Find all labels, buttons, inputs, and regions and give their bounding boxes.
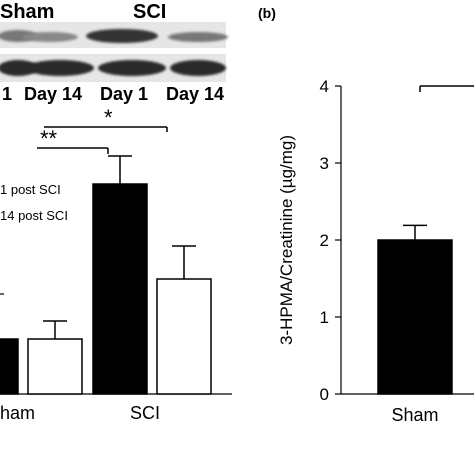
blot-band bbox=[0, 60, 38, 76]
blot-band bbox=[86, 29, 158, 43]
y-tick-label: 4 bbox=[320, 77, 329, 96]
significance-brackets: ** * bbox=[37, 105, 168, 154]
y-tick-label: 0 bbox=[320, 385, 329, 404]
blot-band bbox=[22, 32, 78, 42]
blot-group-label-sci: SCI bbox=[133, 1, 166, 23]
chart-b-bars bbox=[377, 224, 453, 395]
chart-b: (b) 3-HPMA/Creatinine (µg/mg) 0 1 2 3 4 Sham bbox=[258, 5, 474, 425]
significance-marker: * bbox=[104, 105, 113, 130]
bar-sham bbox=[377, 239, 453, 395]
blot-band bbox=[98, 60, 166, 76]
blot-lane-label: Day 14 bbox=[24, 84, 82, 104]
bar-sham-day1 bbox=[0, 338, 19, 395]
blot-group-label-sham: Sham bbox=[0, 1, 54, 23]
y-tick-label: 1 bbox=[320, 308, 329, 327]
blot-lane-label: Day 14 bbox=[166, 84, 224, 104]
blot-bands-bottom bbox=[0, 60, 226, 76]
bar-sci-day1 bbox=[92, 183, 148, 395]
y-axis-title: 3-HPMA/Creatinine (µg/mg) bbox=[277, 135, 296, 345]
x-tick-label-sham: Sham bbox=[391, 405, 438, 425]
blot-lane-label: 1 bbox=[2, 84, 12, 104]
blot-band bbox=[168, 32, 228, 42]
legend-entry-day14: 14 post SCI bbox=[0, 208, 68, 223]
blot-lane-label: Day 1 bbox=[100, 84, 148, 104]
significance-bracket-b bbox=[419, 85, 474, 92]
panel-label-b: (b) bbox=[258, 5, 276, 21]
chart-a-legend: 1 post SCI 14 post SCI bbox=[0, 182, 68, 223]
chart-a-bars bbox=[0, 155, 212, 395]
bar-sham-day14 bbox=[27, 338, 83, 395]
blot-bands-top bbox=[0, 29, 228, 43]
significance-marker: ** bbox=[40, 126, 58, 151]
western-blot: Sham SCI 1 Day 14 Day 1 Day 14 bbox=[0, 1, 228, 104]
y-tick-label: 2 bbox=[320, 231, 329, 250]
chart-b-ticks: 0 1 2 3 4 bbox=[320, 77, 341, 404]
y-tick-label: 3 bbox=[320, 154, 329, 173]
chart-a: ** * 1 post SCI 14 post SCI Sham SCI bbox=[0, 105, 232, 423]
blot-band bbox=[170, 60, 226, 76]
x-tick-label-sci: SCI bbox=[130, 403, 160, 423]
blot-band bbox=[26, 60, 94, 76]
x-tick-label-sham: Sham bbox=[0, 403, 35, 423]
bar-sci-day14 bbox=[156, 278, 212, 395]
legend-entry-day1: 1 post SCI bbox=[0, 182, 61, 197]
